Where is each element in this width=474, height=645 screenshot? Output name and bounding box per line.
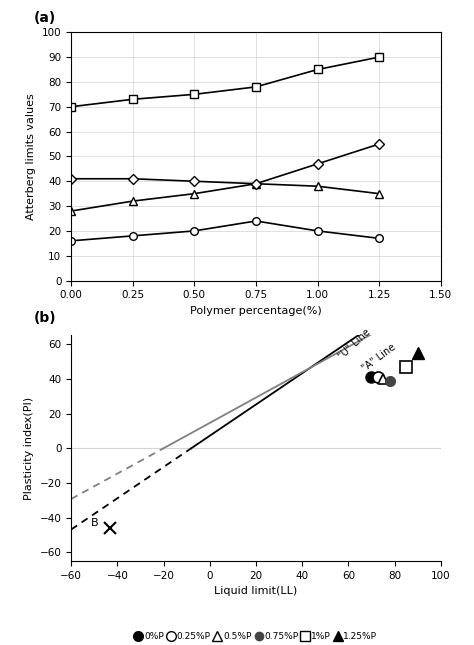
Text: (a): (a) bbox=[34, 12, 56, 25]
Legend: 0%P, 0.25%P, 0.5%P, 0.75%P, 1%P, 1.25%P: 0%P, 0.25%P, 0.5%P, 0.75%P, 1%P, 1.25%P bbox=[131, 629, 381, 645]
Text: "A" Line: "A" Line bbox=[360, 342, 397, 373]
Y-axis label: Plasticity index(PI): Plasticity index(PI) bbox=[24, 397, 34, 500]
X-axis label: Liquid limit(LL): Liquid limit(LL) bbox=[214, 586, 298, 597]
Y-axis label: Atterberg limits values: Atterberg limits values bbox=[26, 93, 36, 220]
Legend: LL, PL, SL, PI: LL, PL, SL, PI bbox=[140, 336, 372, 355]
X-axis label: Polymer percentage(%): Polymer percentage(%) bbox=[190, 306, 322, 316]
Text: B: B bbox=[91, 519, 99, 528]
Text: "U" Line: "U" Line bbox=[337, 327, 373, 361]
Text: (b): (b) bbox=[34, 311, 57, 325]
